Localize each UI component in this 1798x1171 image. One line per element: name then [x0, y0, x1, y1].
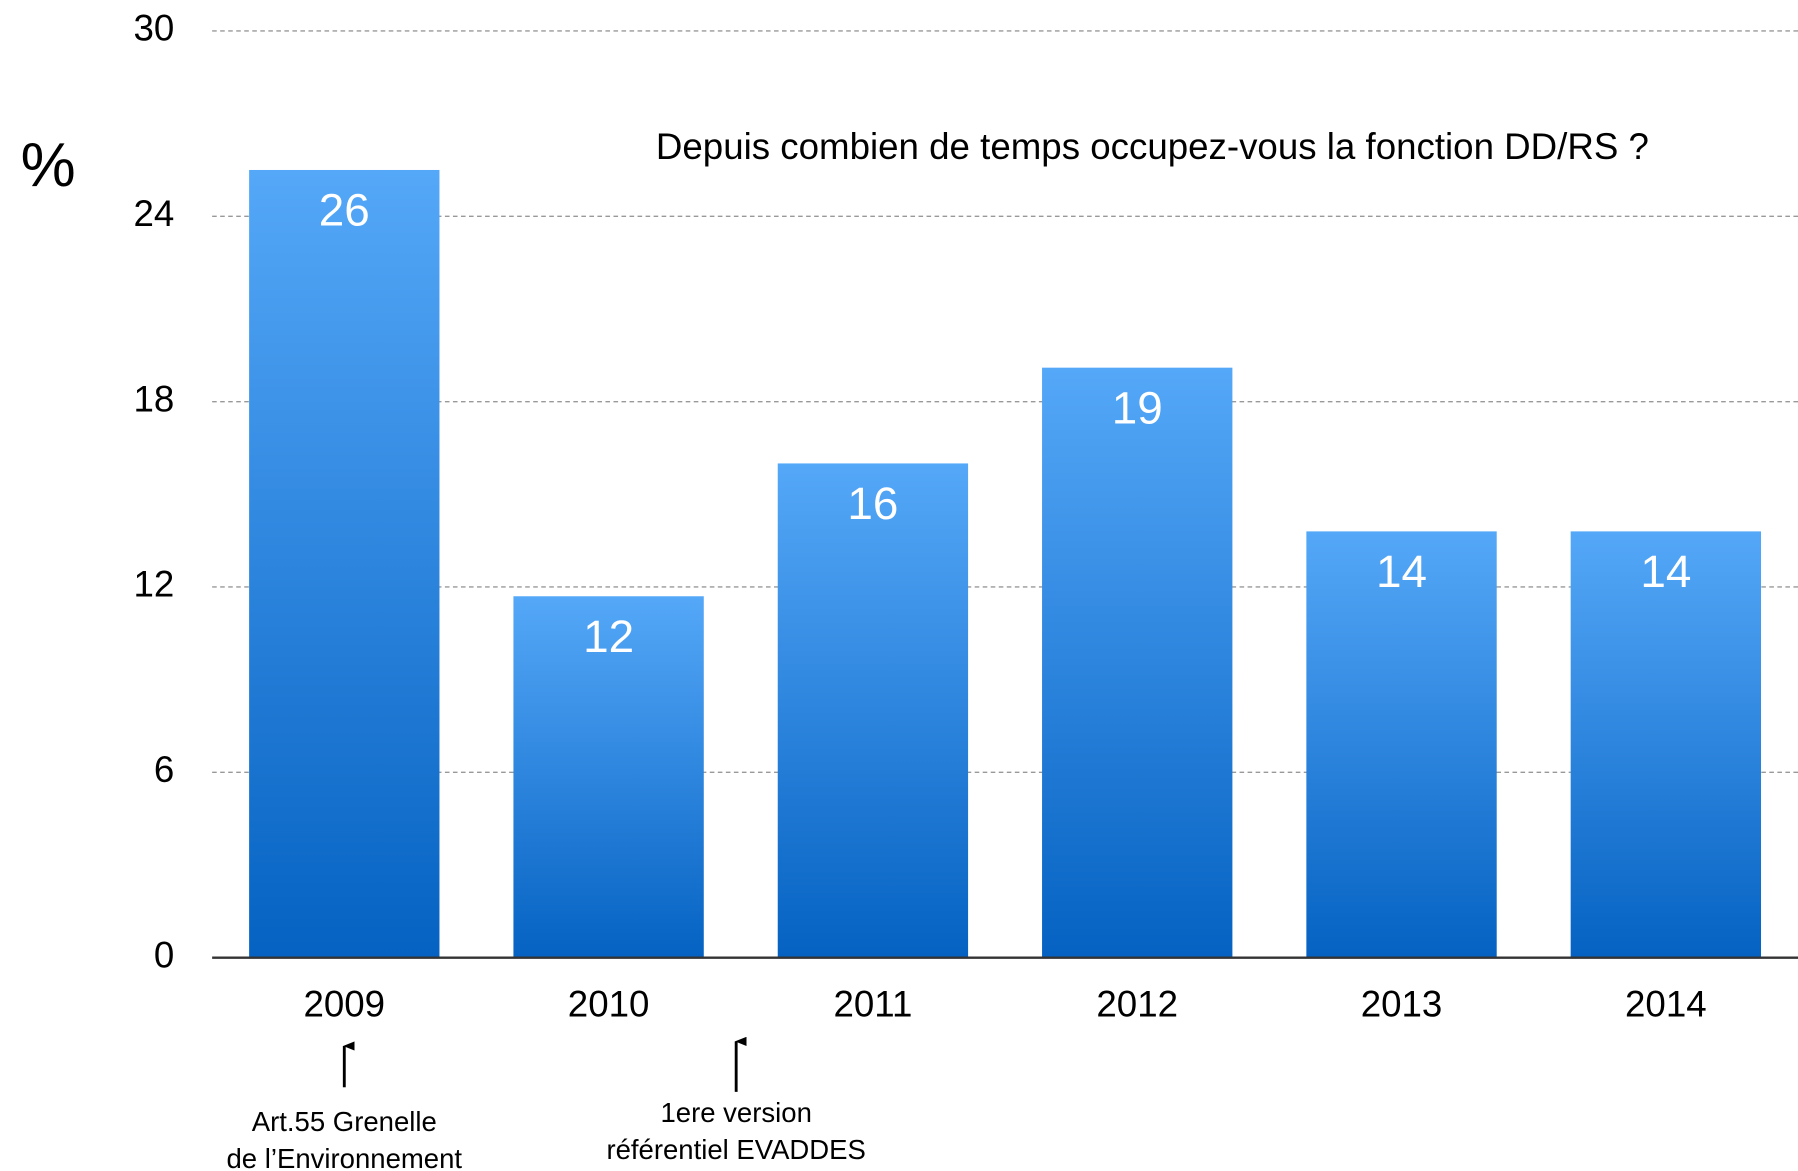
bar — [1570, 531, 1762, 958]
x-tick-label: 2011 — [833, 984, 912, 1025]
annotation-text: de l’Environnement — [227, 1143, 463, 1171]
bar — [513, 596, 704, 958]
data-label: 26 — [319, 184, 370, 236]
x-tick-label: 2010 — [568, 984, 650, 1025]
bar — [1306, 531, 1497, 958]
x-tick-label: 2009 — [303, 984, 385, 1025]
data-label: 14 — [1640, 545, 1691, 597]
data-label: 12 — [583, 610, 634, 662]
x-tick-label: 2012 — [1096, 984, 1178, 1025]
y-tick-label: 30 — [133, 8, 174, 49]
y-tick-label: 6 — [154, 749, 174, 790]
x-tick-label: 2013 — [1361, 984, 1443, 1025]
annotation-text: référentiel EVADDES — [606, 1134, 865, 1165]
chart-title: Depuis combien de temps occupez-vous la … — [656, 126, 1649, 167]
data-label: 14 — [1376, 545, 1427, 597]
annotation-text: Art.55 Grenelle — [252, 1106, 437, 1137]
x-tick-label: 2014 — [1625, 984, 1707, 1025]
y-tick-label: 18 — [133, 378, 174, 419]
y-axis-label: % — [21, 131, 76, 200]
data-label: 16 — [847, 477, 898, 529]
bar — [249, 169, 440, 958]
annotation-text: 1ere version — [660, 1097, 811, 1128]
bar — [777, 463, 969, 958]
y-tick-label: 12 — [133, 564, 174, 605]
bar — [1042, 367, 1233, 958]
y-tick-label: 24 — [133, 193, 174, 234]
data-label: 19 — [1112, 381, 1163, 433]
y-tick-label: 0 — [154, 934, 174, 975]
